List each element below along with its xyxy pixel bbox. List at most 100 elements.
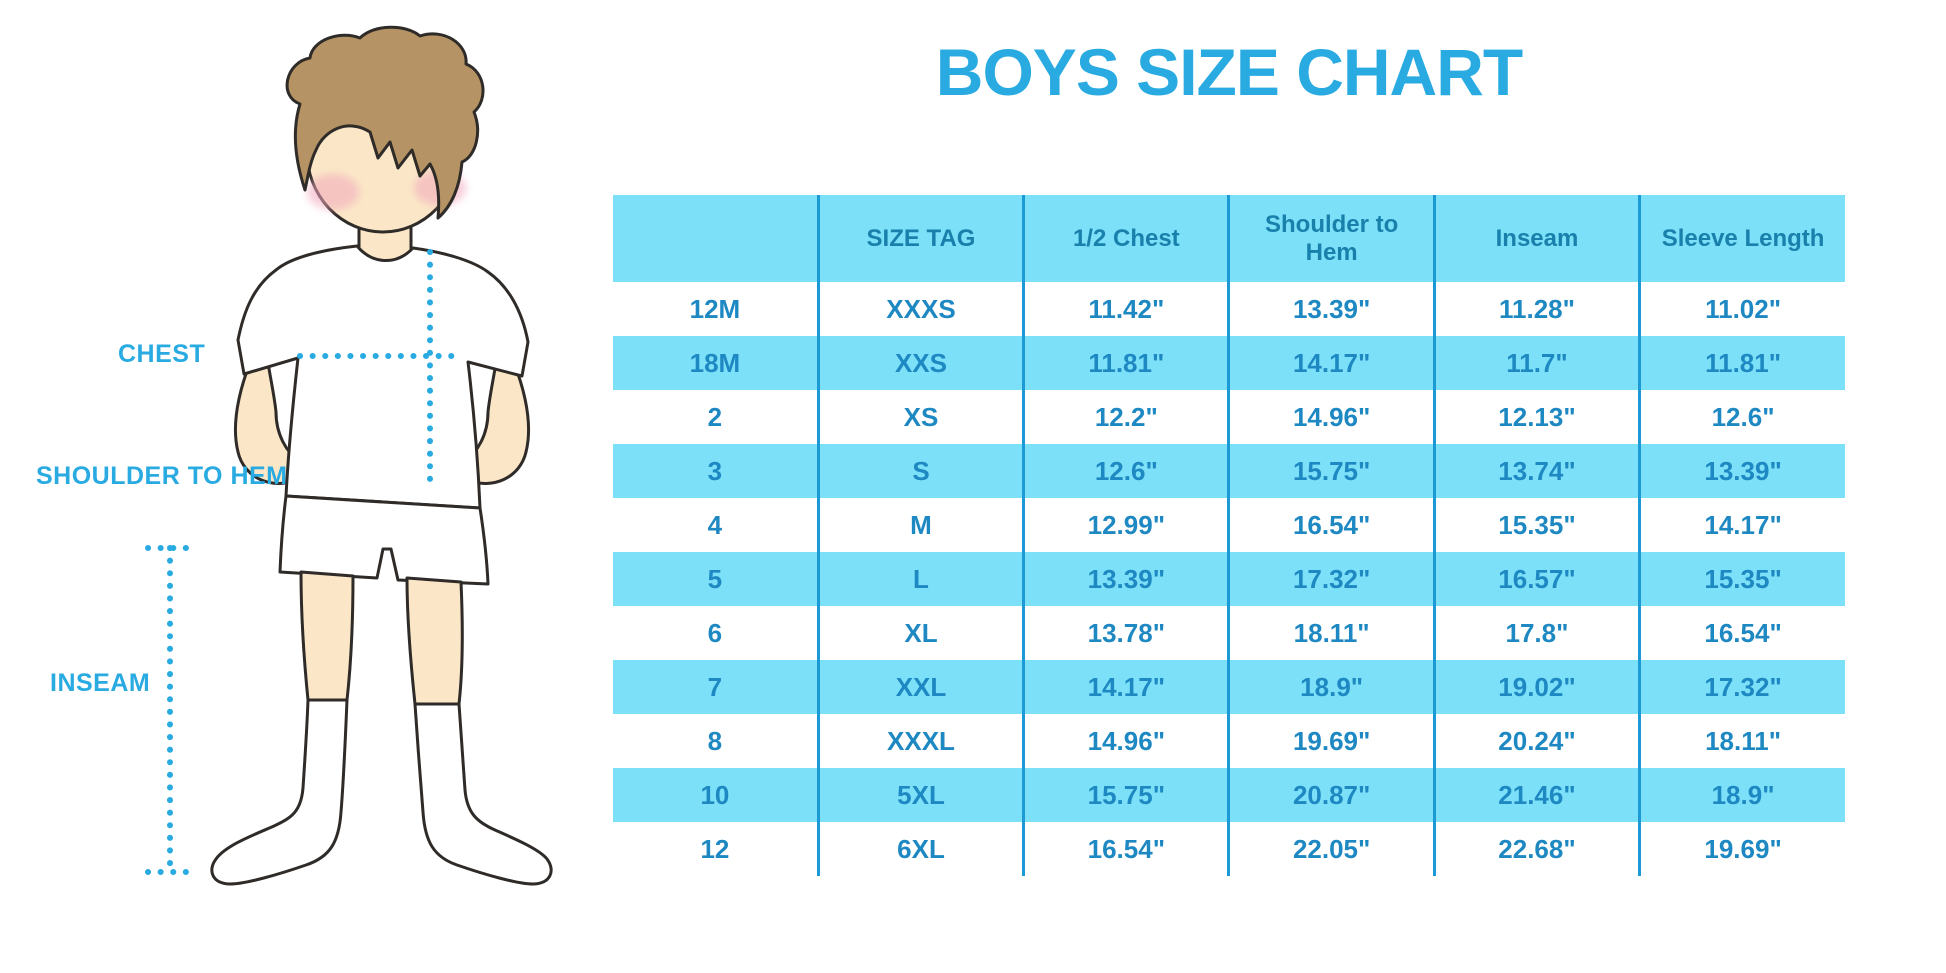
row-size-label: 2	[613, 390, 820, 444]
row-value-cell: XXL	[818, 660, 1026, 714]
row-value-cell: 13.39"	[1228, 282, 1436, 336]
row-value-cell: 19.02"	[1434, 660, 1642, 714]
table-row: 4 M 12.99" 16.54" 15.35" 14.17"	[613, 498, 1845, 552]
row-size-label: 7	[613, 660, 820, 714]
table-row: 6 XL 13.78" 18.11" 17.8" 16.54"	[613, 606, 1845, 660]
row-value-cell: XXS	[818, 336, 1026, 390]
leg-right	[405, 576, 464, 706]
sock-right	[413, 702, 553, 886]
row-value-cell: 12.2"	[1023, 390, 1231, 444]
row-value-cell: 12.6"	[1639, 390, 1845, 444]
row-value-cell: XXXL	[818, 714, 1026, 768]
row-value-cell: 15.75"	[1023, 768, 1231, 822]
row-size-label: 5	[613, 552, 820, 606]
row-size-label: 12	[613, 822, 820, 876]
row-value-cell: 16.54"	[1228, 498, 1436, 552]
row-value-cell: 18.11"	[1228, 606, 1436, 660]
row-size-label: 3	[613, 444, 820, 498]
row-value-cell: 5XL	[818, 768, 1026, 822]
row-value-cell: XXXS	[818, 282, 1026, 336]
table-row: 7 XXL 14.17" 18.9" 19.02" 17.32"	[613, 660, 1845, 714]
table-row: 10 5XL 15.75" 20.87" 21.46" 18.9"	[613, 768, 1845, 822]
row-value-cell: 17.32"	[1228, 552, 1436, 606]
row-size-label: 4	[613, 498, 820, 552]
row-value-cell: 15.35"	[1434, 498, 1642, 552]
row-value-cell: 14.96"	[1023, 714, 1231, 768]
row-value-cell: 14.96"	[1228, 390, 1436, 444]
row-value-cell: 13.78"	[1023, 606, 1231, 660]
blush-left	[307, 174, 359, 210]
boy-measurement-illustration	[145, 25, 553, 886]
table-row: 12 6XL 16.54" 22.05" 22.68" 19.69"	[613, 822, 1845, 876]
row-value-cell: L	[818, 552, 1026, 606]
row-value-cell: 18.9"	[1639, 768, 1845, 822]
row-value-cell: 19.69"	[1228, 714, 1436, 768]
sock-left	[210, 698, 349, 886]
row-value-cell: 20.87"	[1228, 768, 1436, 822]
row-value-cell: 21.46"	[1434, 768, 1642, 822]
row-value-cell: 17.32"	[1639, 660, 1845, 714]
row-value-cell: 13.74"	[1434, 444, 1642, 498]
row-value-cell: 17.8"	[1434, 606, 1642, 660]
row-value-cell: 11.81"	[1023, 336, 1231, 390]
header-cell-inseam: Inseam	[1434, 195, 1642, 282]
table-row: 2 XS 12.2" 14.96" 12.13" 12.6"	[613, 390, 1845, 444]
row-value-cell: 11.7"	[1434, 336, 1642, 390]
row-value-cell: 18.11"	[1639, 714, 1845, 768]
row-value-cell: 12.13"	[1434, 390, 1642, 444]
table-row: 3 S 12.6" 15.75" 13.74" 13.39"	[613, 444, 1845, 498]
row-value-cell: 15.75"	[1228, 444, 1436, 498]
header-cell-size-tag: SIZE TAG	[818, 195, 1026, 282]
row-value-cell: 16.54"	[1023, 822, 1231, 876]
row-value-cell: 13.39"	[1023, 552, 1231, 606]
row-value-cell: 15.35"	[1639, 552, 1845, 606]
header-cell-blank	[613, 195, 820, 282]
inseam-label: INSEAM	[50, 669, 151, 697]
size-table: SIZE TAG 1/2 Chest Shoulder to Hem Insea…	[613, 195, 1845, 876]
leg-left	[299, 570, 355, 702]
shorts	[278, 494, 490, 586]
size-table-body: 12M XXXS 11.42" 13.39" 11.28" 11.02" 18M XXS 11.…	[613, 282, 1845, 876]
size-table-header: SIZE TAG 1/2 Chest Shoulder to Hem Insea…	[613, 195, 1845, 282]
row-size-label: 6	[613, 606, 820, 660]
row-size-label: 8	[613, 714, 820, 768]
row-value-cell: 12.99"	[1023, 498, 1231, 552]
row-value-cell: 12.6"	[1023, 444, 1231, 498]
row-value-cell: 14.17"	[1228, 336, 1436, 390]
row-value-cell: S	[818, 444, 1026, 498]
row-value-cell: 16.57"	[1434, 552, 1642, 606]
row-value-cell: 11.81"	[1639, 336, 1845, 390]
t-shirt	[236, 244, 530, 510]
row-value-cell: XL	[818, 606, 1026, 660]
chest-label: CHEST	[118, 340, 206, 368]
header-cell-sleeve-length: Sleeve Length	[1639, 195, 1845, 282]
row-value-cell: XS	[818, 390, 1026, 444]
row-value-cell: 13.39"	[1639, 444, 1845, 498]
row-value-cell: 22.68"	[1434, 822, 1642, 876]
table-row: 5 L 13.39" 17.32" 16.57" 15.35"	[613, 552, 1845, 606]
row-value-cell: 14.17"	[1639, 498, 1845, 552]
shoulder-to-hem-label: SHOULDER TO HEM	[36, 462, 288, 490]
header-cell-shoulder-to-hem: Shoulder to Hem	[1228, 195, 1436, 282]
header-row: SIZE TAG 1/2 Chest Shoulder to Hem Insea…	[613, 195, 1845, 282]
row-value-cell: 11.02"	[1639, 282, 1845, 336]
header-cell-half-chest: 1/2 Chest	[1023, 195, 1231, 282]
row-size-label: 10	[613, 768, 820, 822]
table-row: 12M XXXS 11.42" 13.39" 11.28" 11.02"	[613, 282, 1845, 336]
table-row: 8 XXXL 14.96" 19.69" 20.24" 18.11"	[613, 714, 1845, 768]
row-value-cell: 22.05"	[1228, 822, 1436, 876]
row-value-cell: 19.69"	[1639, 822, 1845, 876]
page-title: BOYS SIZE CHART	[935, 35, 1523, 109]
row-size-label: 18M	[613, 336, 820, 390]
row-value-cell: 14.17"	[1023, 660, 1231, 714]
row-value-cell: 20.24"	[1434, 714, 1642, 768]
row-value-cell: 11.42"	[1023, 282, 1231, 336]
row-value-cell: 11.28"	[1434, 282, 1642, 336]
hair	[285, 25, 485, 220]
row-value-cell: 18.9"	[1228, 660, 1436, 714]
row-value-cell: M	[818, 498, 1026, 552]
row-value-cell: 6XL	[818, 822, 1026, 876]
table-row: 18M XXS 11.81" 14.17" 11.7" 11.81"	[613, 336, 1845, 390]
row-size-label: 12M	[613, 282, 820, 336]
